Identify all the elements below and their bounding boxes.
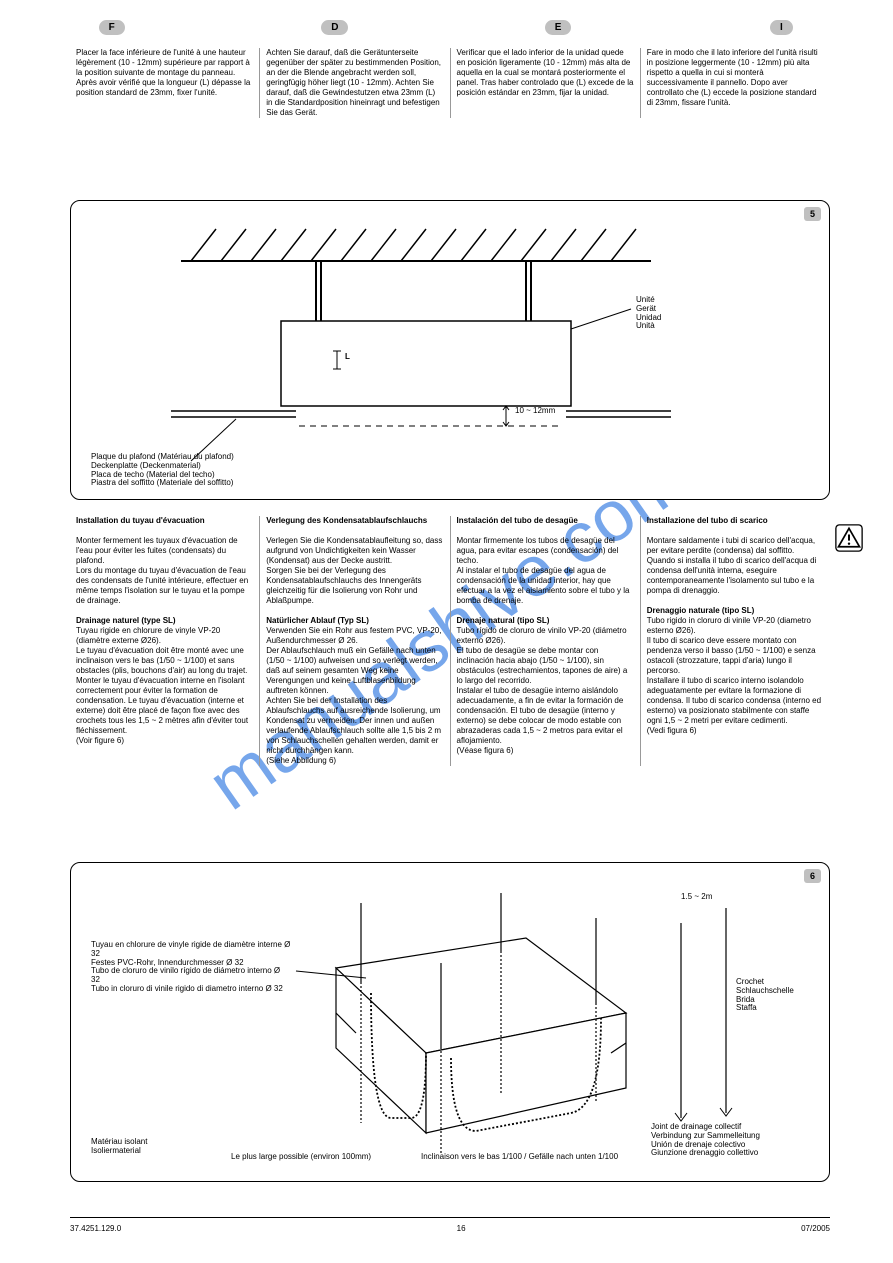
warning-icon: [835, 524, 863, 552]
fig5-unit-it: Unità: [636, 322, 816, 331]
col-it-mid: Installazione del tubo di scarico Montar…: [641, 516, 830, 766]
lang-badge-fr: F: [99, 20, 125, 35]
it-h: Installazione del tubo di scarico: [647, 516, 768, 525]
fig6-label-rigid: Tuyau en chlorure de vinyle rigide de di…: [91, 941, 291, 994]
fig6-slope-fr: Inclinaison vers le bas 1/100: [421, 1152, 522, 1161]
col-es-mid: Instalación del tubo de desagüe Montar f…: [451, 516, 641, 766]
fig6-join-it: Giunzione drenaggio collettivo: [651, 1149, 821, 1158]
lang-badge-de: D: [321, 20, 348, 35]
fig6-slope-de: Gefälle nach unten 1/100: [529, 1152, 618, 1161]
figure-6-number: 6: [804, 869, 821, 883]
fig6-rigid-it: Tubo in cloruro di vinile rigido di diam…: [91, 985, 291, 994]
es-p1: Montar firmemente los tubos de desagüe d…: [457, 536, 619, 565]
fig5-label-L: L: [345, 353, 350, 362]
it-p2: Quando si installa il tubo di scarico de…: [647, 556, 817, 595]
mid-text-row: Installation du tuyau d'évacuation Monte…: [70, 516, 830, 766]
fr-p5: Monter le tuyau d'évacuation interne en …: [76, 676, 248, 735]
page-footer: 37.4251.129.0 16 07/2005: [70, 1217, 830, 1233]
manual-page: manualshive.com F D E I Placer la face i…: [0, 0, 893, 1263]
de-p5: Achten Sie bei der Installation des Abla…: [266, 696, 441, 755]
fig6-label-wide: Le plus large possible (environ 100mm): [231, 1153, 431, 1162]
lang-es: E: [447, 20, 670, 38]
figure-6: 6: [70, 862, 830, 1182]
fr-p4: Le tuyau d'évacuation doit être monté av…: [76, 646, 247, 675]
fr-p2: Lors du montage du tuyau d'évacuation de…: [76, 566, 248, 605]
col-fr-top: Placer la face inférieure de l'unité à u…: [70, 48, 260, 118]
col-de-mid: Verlegung des Kondensatablaufschlauchs V…: [260, 516, 450, 766]
footer-page-number: 16: [457, 1224, 466, 1233]
col-fr-mid: Installation du tuyau d'évacuation Monte…: [70, 516, 260, 766]
fig6-wide-fr: Le plus large possible (environ 100mm): [231, 1152, 371, 1161]
lang-badge-es: E: [545, 20, 572, 35]
footer-left: 37.4251.129.0: [70, 1224, 121, 1233]
fig6-bracket-it: Staffa: [736, 1004, 826, 1013]
es-p4: El tubo de desagüe se debe montar con in…: [457, 646, 628, 685]
lang-it: I: [670, 20, 893, 38]
fr-p3: Tuyau rigide en chlorure de vinyle VP-20…: [76, 626, 220, 645]
it-p3: Tubo rigido in cloruro di vinile VP-20 (…: [647, 616, 811, 635]
fig5-label-dim: 10 ~ 12mm: [515, 407, 555, 416]
fig5-unit-fr: Unité: [636, 296, 816, 305]
footer-date: 07/2005: [801, 1224, 830, 1233]
es-h2: Drenaje natural (tipo SL): [457, 616, 550, 625]
it-h2: Drenaggio naturale (tipo SL): [647, 606, 755, 615]
figure-5-number: 5: [804, 207, 821, 221]
fig6-label-bracket: Crochet Schlauchschelle Brida Staffa: [736, 978, 826, 1013]
de-p4: Der Ablaufschlauch muß ein Gefälle nach …: [266, 646, 437, 695]
lang-badge-it: I: [770, 20, 793, 35]
lang-fr: F: [0, 20, 223, 38]
fig6-label-slope: Inclinaison vers le bas 1/100 / Gefälle …: [421, 1153, 621, 1162]
fig6-label-join: Joint de drainage collectif Verbindung z…: [651, 1123, 821, 1158]
fig5-label-unit: Unité Gerät Unidad Unità: [636, 296, 816, 331]
fig6-rigid-es: Tubo de cloruro de vinilo rígido de diám…: [91, 967, 291, 985]
it-p5: Installare il tubo di scarico interno is…: [647, 676, 821, 725]
de-p2: Sorgen Sie bei der Verlegung des Kondens…: [266, 566, 421, 605]
fig5-tile-it: Piastra del soffitto (Materiale del soff…: [91, 479, 311, 488]
it-p1: Montare saldamente i tubi di scarico del…: [647, 536, 815, 555]
top-text-row: Placer la face inférieure de l'unité à u…: [70, 48, 830, 118]
it-p6: (Vedi figura 6): [647, 726, 697, 735]
fig5-unit-es: Unidad: [636, 314, 816, 323]
it-p4: Il tubo di scarico deve essere montato c…: [647, 636, 816, 675]
de-h2: Natürlicher Ablauf (Typ SL): [266, 616, 369, 625]
fig6-label-span: 1.5 ~ 2m: [681, 893, 821, 902]
es-h: Instalación del tubo de desagüe: [457, 516, 578, 525]
fr-h: Installation du tuyau d'évacuation: [76, 516, 205, 525]
lang-de: D: [223, 20, 446, 38]
fr-p6: (Voir figure 6): [76, 736, 124, 745]
de-h: Verlegung des Kondensatablaufschlauchs: [266, 516, 427, 525]
col-de-top: Achten Sie darauf, daß die Gerätuntersei…: [260, 48, 450, 118]
es-p6: (Véase figura 6): [457, 746, 514, 755]
de-p1: Verlegen Sie die Kondensatablaufleitung …: [266, 536, 442, 565]
es-p5: Instalar el tubo de desagüe interno aisl…: [457, 686, 624, 745]
de-p6: (Siehe Abbildung 6): [266, 756, 336, 765]
es-p2: Al instalar el tubo de desagüe del agua …: [457, 566, 630, 605]
figure-5: 5: [70, 200, 830, 500]
fig5-label-tile: Plaque du plafond (Matériau du plafond) …: [91, 453, 311, 488]
es-p3: Tubo rígido de cloruro de vinilo VP-20 (…: [457, 626, 627, 645]
col-it-top: Fare in modo che il lato inferiore del l…: [641, 48, 830, 118]
fig6-rigid-fr: Tuyau en chlorure de vinyle rigide de di…: [91, 941, 291, 959]
fr-p1: Monter fermement les tuyaux d'évacuation…: [76, 536, 238, 565]
col-es-top: Verificar que el lado inferior de la uni…: [451, 48, 641, 118]
fig5-unit-de: Gerät: [636, 305, 816, 314]
de-p3: Verwenden Sie ein Rohr aus festem PVC, V…: [266, 626, 441, 645]
language-header: F D E I: [0, 20, 893, 38]
fr-h2: Drainage naturel (type SL): [76, 616, 176, 625]
